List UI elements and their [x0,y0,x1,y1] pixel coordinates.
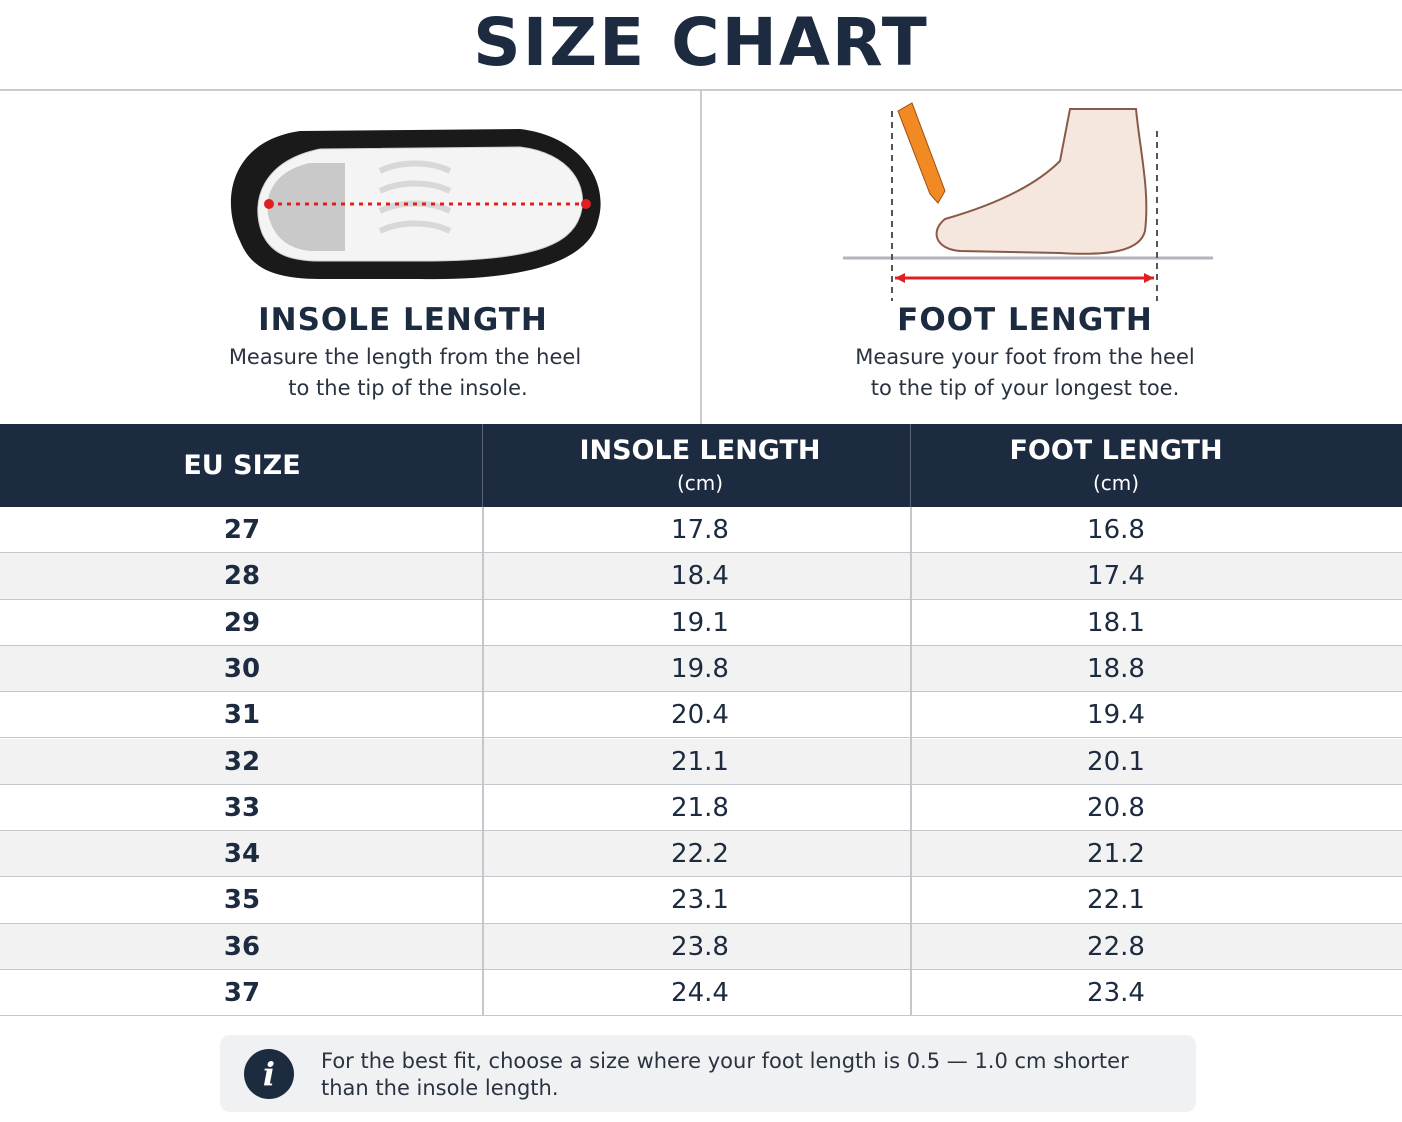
table-cell: 17.4 [1087,561,1145,592]
note-text: than the insole length. [321,1076,559,1100]
table-row [0,877,1402,924]
table-cell: 21.2 [1087,839,1145,870]
panel-title: FOOT LENGTH [897,302,1153,338]
column-divider [482,424,483,507]
title: SIZE CHART [473,4,929,81]
divider [0,89,1402,91]
column-header: FOOT LENGTH [1009,435,1223,466]
table-cell: 34 [223,839,261,870]
panel-text: to the tip of your longest toe. [870,376,1180,400]
panel-text: to the tip of the insole. [288,376,528,400]
table-cell: 31 [223,700,261,731]
table-cell: 35 [223,885,261,916]
table-cell: 17.8 [671,515,729,545]
column-header: EU SIZE [183,450,301,481]
table-row [0,738,1402,785]
table-cell: 21.8 [671,792,729,823]
table-cell: 19.8 [671,653,729,684]
table-cell: 20.4 [671,700,729,731]
table-cell: 36 [223,931,261,962]
table-row [0,599,1402,646]
panel-title: INSOLE LENGTH [258,302,548,338]
foot-illustration [843,102,1213,301]
note: i For the best fit, choose a size where … [220,1035,1196,1112]
column-unit: (cm) [1092,471,1140,495]
table-cell: 37 [223,978,261,1008]
table-row [0,923,1402,970]
table-cell: 27 [223,515,261,545]
table-cell: 33 [223,792,261,823]
table-row [0,507,1402,554]
table-row [0,970,1402,1017]
table-cell: 28 [223,561,261,592]
table-row [0,692,1402,739]
table-cell: 23.4 [1087,978,1145,1008]
table-cell: 18.1 [1087,607,1145,638]
column-unit: (cm) [676,471,724,495]
column-divider [910,507,912,1017]
table-row [0,831,1402,878]
table-cell: 20.1 [1087,746,1145,777]
table-row [0,784,1402,832]
table-row [0,645,1402,693]
column-header: INSOLE LENGTH [579,435,821,466]
table-cell: 22.8 [1087,931,1145,962]
table-cell: 22.2 [671,839,729,870]
info-icon: i [244,1049,294,1099]
panel-text: Measure your foot from the heel [855,345,1195,369]
table-cell: 21.1 [671,746,729,777]
note-text: For the best fit, choose a size where yo… [321,1049,1129,1073]
column-divider [910,424,911,507]
table-cell: 29 [223,607,261,638]
table-header: EU SIZE INSOLE LENGTH (cm) FOOT LENGTH (cm) [0,424,1402,507]
table-cell: 18.4 [671,561,729,592]
table-cell: 30 [223,653,261,684]
table-cell: 18.8 [1087,653,1145,684]
shoe-illustration [230,129,601,280]
table-cell: 23.1 [671,885,729,916]
table-cell: 20.8 [1087,792,1145,823]
divider [700,91,702,424]
table-cell: 22.1 [1087,885,1145,916]
column-divider [482,507,484,1017]
table-cell: 24.4 [671,978,729,1008]
table-cell: 19.1 [671,607,729,638]
table-cell: 32 [223,746,261,777]
panel-text: Measure the length from the heel [228,345,582,369]
table-cell: 16.8 [1087,515,1145,545]
table-row [0,553,1402,600]
table-cell: 23.8 [671,931,729,962]
illustrations [230,102,1213,301]
table-cell: 19.4 [1087,700,1145,731]
